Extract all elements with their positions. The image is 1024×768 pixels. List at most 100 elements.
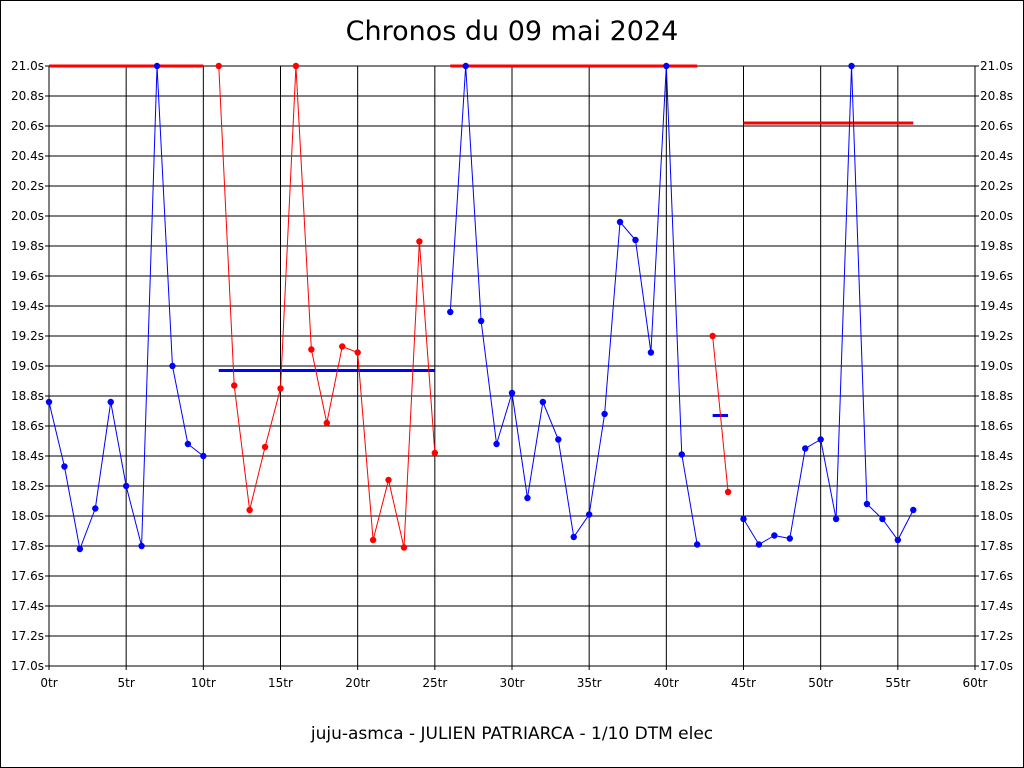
x-tick-label: 55tr: [885, 676, 910, 690]
y-tick-label-right: 18.6s: [980, 419, 1013, 433]
data-point: [246, 506, 253, 514]
data-point: [277, 385, 284, 392]
x-tick-label: 25tr: [422, 676, 447, 690]
data-point: [292, 62, 300, 70]
data-point: [632, 236, 639, 244]
y-tick-label-right: 17.2s: [980, 629, 1013, 643]
data-point: [508, 389, 516, 397]
y-tick-label-left: 17.8s: [11, 539, 44, 553]
x-tick-label: 60tr: [963, 676, 988, 690]
y-tick-label-right: 18.4s: [980, 449, 1013, 463]
data-point: [771, 532, 778, 539]
y-tick-label-left: 18.4s: [11, 449, 44, 463]
y-tick-label-left: 17.0s: [11, 659, 44, 673]
y-tick-label-right: 20.4s: [980, 149, 1013, 163]
data-point: [740, 515, 747, 523]
data-point: [107, 398, 114, 406]
data-point: [416, 238, 423, 245]
data-point: [663, 62, 670, 70]
x-tick-label: 45tr: [731, 676, 756, 690]
data-point: [863, 500, 871, 508]
x-tick-label: 30tr: [500, 676, 525, 690]
y-tick-label-right: 19.0s: [980, 359, 1013, 373]
data-point: [231, 382, 238, 389]
data-point: [647, 349, 655, 356]
x-tick-label: 15tr: [268, 676, 293, 690]
data-point: [61, 463, 68, 470]
data-point: [339, 343, 346, 350]
y-tick-label-right: 21.0s: [980, 59, 1013, 73]
y-tick-label-right: 19.8s: [980, 239, 1013, 253]
data-point: [848, 62, 855, 70]
data-point: [308, 346, 315, 353]
x-tick-label: 5tr: [118, 676, 135, 690]
series-line: [449, 65, 698, 545]
y-tick-label-right: 17.4s: [980, 599, 1013, 613]
y-tick-label-left: 19.6s: [11, 269, 44, 283]
data-point: [555, 436, 562, 443]
y-tick-label-right: 17.8s: [980, 539, 1013, 553]
y-tick-label-left: 19.8s: [11, 239, 44, 253]
x-tick-label: 50tr: [808, 676, 833, 690]
y-tick-label-right: 18.0s: [980, 509, 1013, 523]
x-tick-label: 10tr: [191, 676, 216, 690]
data-point: [45, 398, 53, 406]
y-tick-label-left: 20.2s: [11, 179, 44, 193]
data-point: [539, 398, 547, 406]
y-tick-label-right: 18.2s: [980, 479, 1013, 493]
data-point: [354, 349, 361, 356]
data-point: [786, 535, 793, 542]
data-point: [462, 62, 469, 70]
data-point: [447, 308, 454, 316]
data-point: [802, 445, 809, 452]
y-tick-label-left: 17.2s: [11, 629, 44, 643]
y-tick-label-left: 19.2s: [11, 329, 44, 343]
data-point: [910, 506, 917, 514]
series-line: [218, 65, 436, 548]
data-point: [724, 488, 732, 496]
chart-caption: juju-asmca - JULIEN PATRIARCA - 1/10 DTM…: [310, 724, 714, 744]
y-tick-label-left: 17.4s: [11, 599, 44, 613]
data-point: [385, 476, 392, 484]
y-tick-label-right: 17.6s: [980, 569, 1013, 583]
data-point: [138, 542, 145, 550]
x-tick-label: 20tr: [345, 676, 370, 690]
y-tick-label-left: 20.0s: [11, 209, 44, 223]
data-point: [200, 452, 207, 460]
series-line: [712, 335, 729, 493]
data-point: [817, 436, 824, 443]
data-point: [431, 449, 439, 457]
data-point: [400, 544, 408, 551]
y-tick-label-right: 20.6s: [980, 119, 1013, 133]
data-point: [122, 482, 130, 490]
y-tick-label-left: 21.0s: [11, 59, 44, 73]
y-tick-label-left: 18.0s: [11, 509, 44, 523]
y-tick-label-left: 18.8s: [11, 389, 44, 403]
y-tick-label-left: 20.8s: [11, 89, 44, 103]
data-point: [601, 410, 608, 418]
data-point: [832, 515, 840, 523]
y-tick-label-right: 20.8s: [980, 89, 1013, 103]
data-point: [585, 511, 593, 518]
y-tick-label-right: 18.8s: [980, 389, 1013, 403]
data-point: [215, 62, 222, 70]
y-tick-label-right: 19.2s: [980, 329, 1013, 343]
data-point: [709, 332, 716, 340]
data-point: [261, 443, 269, 451]
y-tick-label-left: 17.6s: [11, 569, 44, 583]
data-point: [879, 515, 886, 523]
y-tick-label-left: 20.6s: [11, 119, 44, 133]
data-point: [76, 545, 84, 553]
data-point: [894, 536, 902, 544]
data-point: [169, 362, 176, 370]
y-tick-label-right: 20.2s: [980, 179, 1013, 193]
data-point: [369, 536, 377, 544]
data-point: [153, 62, 161, 70]
series-line: [743, 65, 914, 546]
chart-title: Chronos du 09 mai 2024: [345, 16, 679, 47]
data-point: [694, 541, 701, 548]
data-point: [92, 505, 99, 512]
data-point: [570, 533, 577, 541]
data-point: [755, 541, 763, 548]
